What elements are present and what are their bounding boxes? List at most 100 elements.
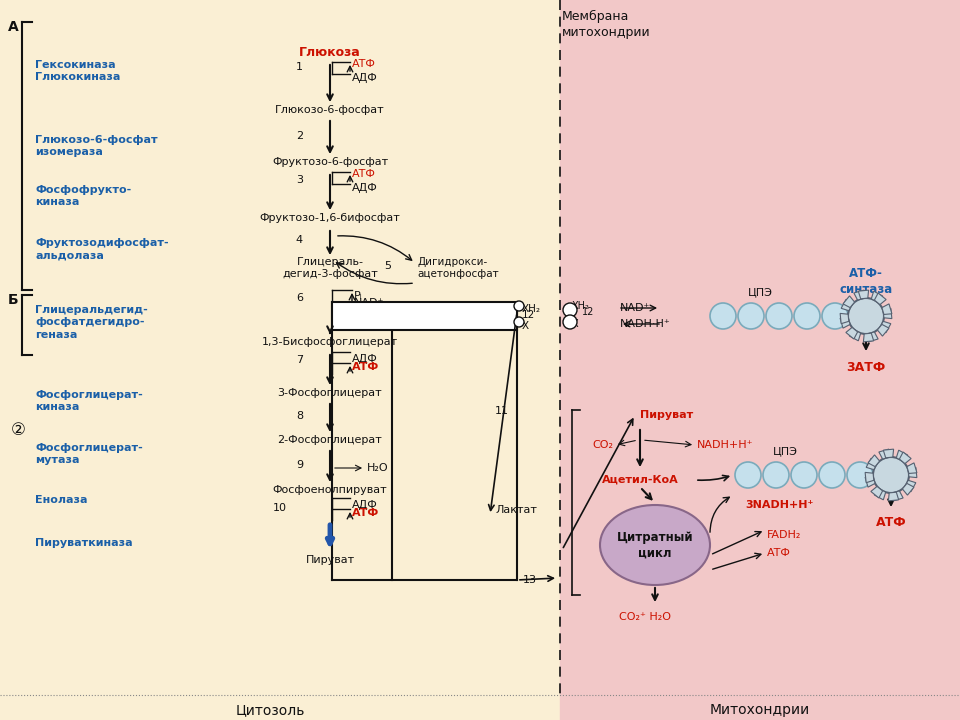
Text: NAD⁺: NAD⁺ [354,298,384,308]
Polygon shape [843,296,854,307]
Text: Глицеральдегид-
фосфатдегидро-
геназа: Глицеральдегид- фосфатдегидро- геназа [35,305,148,340]
Circle shape [738,303,764,329]
Polygon shape [902,483,914,495]
Text: Мембрана
митохондрии: Мембрана митохондрии [562,10,651,39]
Text: Фосфоглицерат-
киназа: Фосфоглицерат- киназа [35,390,143,413]
Polygon shape [904,480,916,492]
Text: Ацетил-КоА: Ацетил-КоА [602,475,679,485]
Polygon shape [840,313,849,324]
Text: Глюкозо-6-фосфат: Глюкозо-6-фосфат [276,105,385,115]
Text: ②: ② [11,421,26,439]
Text: XH₂: XH₂ [572,301,589,311]
Text: ЦПЭ: ЦПЭ [773,446,798,456]
Polygon shape [858,290,869,299]
Text: Митохондрии: Митохондрии [709,703,810,717]
Circle shape [791,462,817,488]
Polygon shape [908,467,917,477]
Text: 6: 6 [296,293,303,303]
Polygon shape [875,293,886,305]
Text: NADH·H⁺: NADH·H⁺ [354,312,405,322]
Text: Пируват: Пируват [305,555,354,565]
Circle shape [819,462,845,488]
Text: 9: 9 [296,460,303,470]
Text: 1,3-Бисфосфоглицерат: 1,3-Бисфосфоглицерат [262,337,398,347]
Polygon shape [865,477,876,487]
Circle shape [514,301,524,311]
Bar [332,302,517,330]
Circle shape [822,303,848,329]
Polygon shape [868,455,879,467]
Text: FADH₂: FADH₂ [767,530,802,540]
Text: H₂O: H₂O [367,463,389,473]
Text: Фруктозодифосфат-
альдолаза: Фруктозодифосфат- альдолаза [35,238,169,261]
Text: АТФ: АТФ [352,362,379,372]
Text: 3NADH+H⁺: 3NADH+H⁺ [745,500,813,510]
Text: 1: 1 [296,62,303,72]
Text: Пируват: Пируват [640,410,693,420]
Polygon shape [841,300,852,311]
Text: Б: Б [8,293,18,307]
Text: Пируваткиназа: Пируваткиназа [35,538,132,548]
Text: NAD⁺: NAD⁺ [620,303,650,313]
Text: 3-Фосфоглицерат: 3-Фосфоглицерат [277,388,382,398]
Circle shape [848,298,884,334]
Polygon shape [871,487,882,498]
Polygon shape [883,449,894,458]
Text: 4: 4 [296,235,303,245]
Bar [560,0,960,720]
Polygon shape [882,304,892,315]
Text: Pᵢ: Pᵢ [354,291,363,301]
Polygon shape [879,321,891,333]
Text: Лактат: Лактат [495,505,537,515]
Circle shape [847,462,873,488]
Text: Цитозоль: Цитозоль [235,703,304,717]
Polygon shape [900,452,911,464]
Text: АДФ: АДФ [352,73,377,83]
Text: Фруктозо-6-фосфат: Фруктозо-6-фосфат [272,157,388,167]
Text: Глюкоза: Глюкоза [300,45,361,58]
Text: X: X [572,319,579,329]
Text: Цитратный
цикл: Цитратный цикл [616,531,693,559]
Polygon shape [863,333,874,342]
Text: NADH·H⁺: NADH·H⁺ [620,319,671,329]
Text: АТФ: АТФ [352,59,376,69]
Text: CO₂: CO₂ [592,440,613,450]
Text: 11: 11 [495,406,509,416]
Polygon shape [872,291,883,302]
Text: А: А [8,20,19,34]
Circle shape [563,315,577,329]
Circle shape [563,303,577,317]
Polygon shape [875,489,886,500]
Text: Фруктозо-1,6-бифосфат: Фруктозо-1,6-бифосфат [259,213,400,223]
Polygon shape [865,472,874,482]
Text: 2: 2 [296,131,303,141]
Text: 3: 3 [296,175,303,185]
Text: АТФ: АТФ [352,508,379,518]
Polygon shape [868,332,878,342]
Polygon shape [897,450,908,462]
Circle shape [794,303,820,329]
Circle shape [735,462,761,488]
Polygon shape [846,328,857,339]
Text: 13: 13 [523,575,537,585]
Text: Фосфоглицерат-
мутаза: Фосфоглицерат- мутаза [35,443,143,465]
Text: АТФ: АТФ [876,516,906,528]
Polygon shape [893,491,903,501]
Circle shape [710,303,736,329]
Text: Фосфоенолпируват: Фосфоенолпируват [273,485,387,495]
Text: 2-Фосфоглицерат: 2-Фосфоглицерат [277,435,382,445]
Polygon shape [850,330,861,341]
Text: АТФ: АТФ [767,548,791,558]
Text: 12: 12 [522,310,536,320]
Text: Енолаза: Енолаза [35,495,87,505]
Text: АДФ: АДФ [352,183,377,193]
Text: АТФ-
синтаза: АТФ- синтаза [839,266,893,295]
Polygon shape [877,325,889,336]
Text: Гексокиназа
Глюкокиназа: Гексокиназа Глюкокиназа [35,60,120,82]
Text: Глицераль-
дегид-3-фосфат: Глицераль- дегид-3-фосфат [282,257,378,279]
Polygon shape [866,458,877,469]
Text: CO₂⁺ H₂O: CO₂⁺ H₂O [619,612,671,622]
Polygon shape [840,318,850,328]
Text: 7: 7 [296,355,303,365]
Text: X: X [522,321,529,331]
